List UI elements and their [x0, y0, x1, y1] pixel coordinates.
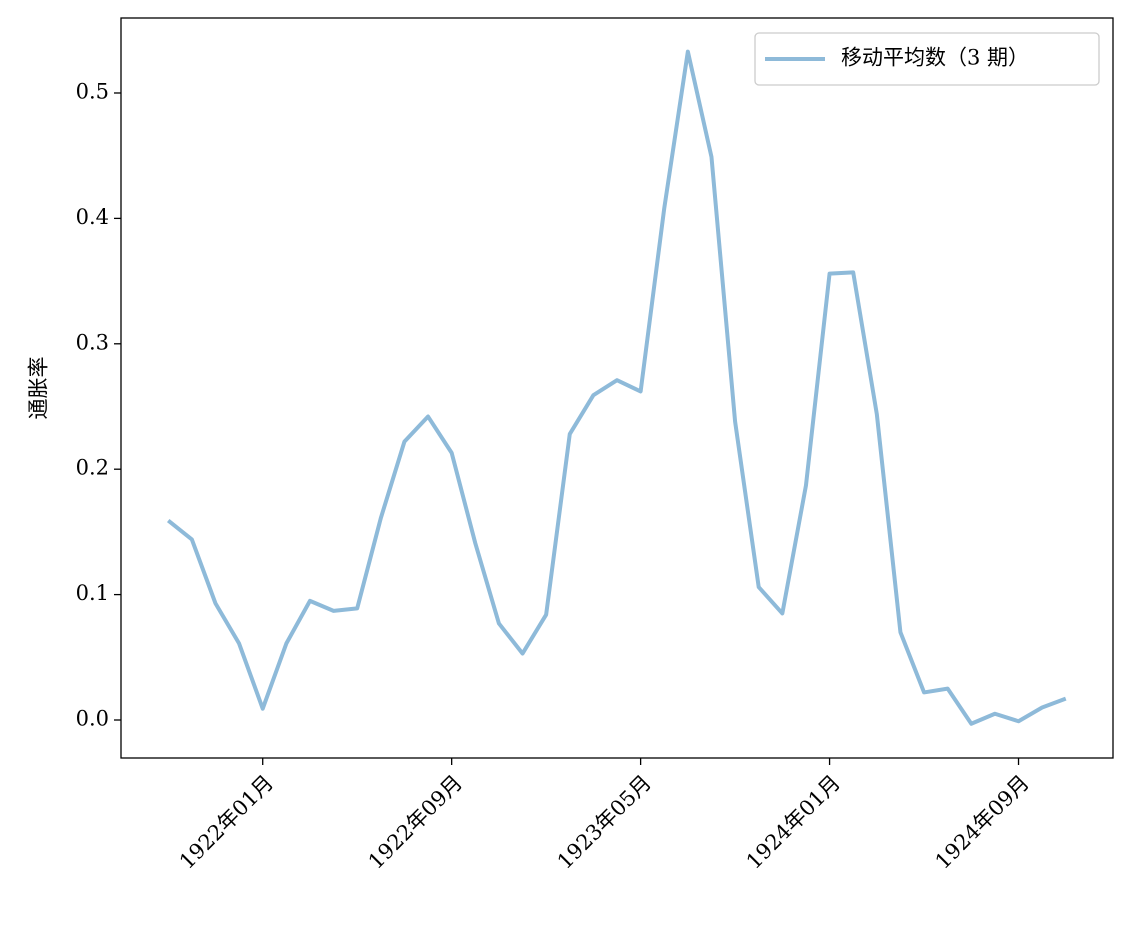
- y-tick-label: 0.5: [76, 79, 109, 103]
- line: [166, 49, 1067, 726]
- y-tick-label: 0.1: [76, 581, 109, 605]
- y-tick-label: 0.3: [76, 330, 109, 354]
- y-tick-label: 0.2: [76, 456, 109, 480]
- y-tick-label: 0.4: [76, 205, 109, 229]
- plot-frame: [120, 17, 1114, 759]
- legend-label: 移动平均数（3 期）: [841, 46, 1029, 70]
- legend-box: [754, 32, 1100, 86]
- y-axis-label: 通胀率: [27, 357, 51, 420]
- y-tick-label: 0.0: [76, 707, 109, 731]
